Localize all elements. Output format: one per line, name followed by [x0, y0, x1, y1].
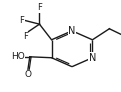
Text: N: N	[68, 26, 76, 36]
Text: N: N	[89, 53, 96, 63]
Text: F: F	[23, 32, 28, 41]
Text: O: O	[24, 70, 31, 79]
Text: F: F	[19, 16, 24, 25]
Text: HO: HO	[11, 52, 25, 61]
Text: F: F	[37, 3, 42, 12]
